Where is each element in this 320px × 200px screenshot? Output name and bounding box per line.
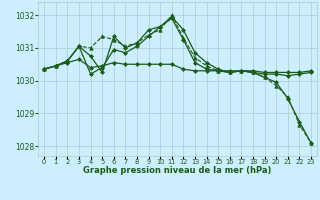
X-axis label: Graphe pression niveau de la mer (hPa): Graphe pression niveau de la mer (hPa) <box>84 166 272 175</box>
